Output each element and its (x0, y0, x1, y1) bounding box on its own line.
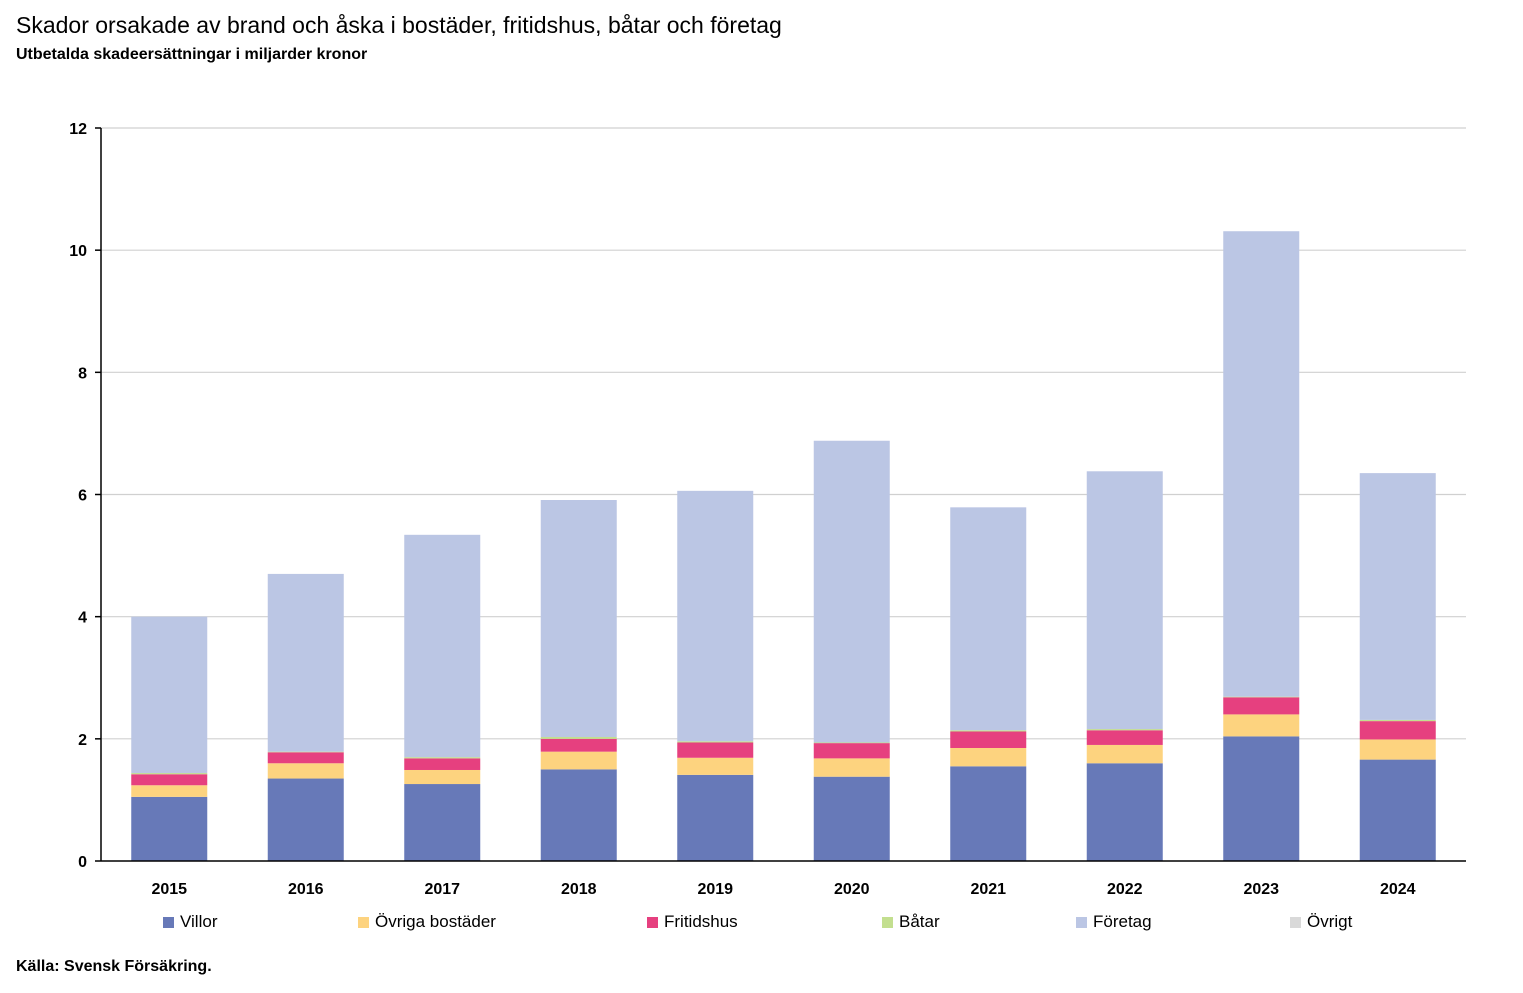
legend-label: Övriga bostäder (375, 912, 496, 931)
bar-segment (813, 440, 890, 743)
axes (95, 127, 1466, 862)
bar-segment (131, 785, 208, 797)
bar-segment (1223, 697, 1300, 715)
y-tick-label: 8 (78, 365, 87, 382)
bar-segment (950, 730, 1027, 732)
bar-segment (677, 741, 754, 743)
x-tick-label: 2022 (1107, 881, 1143, 898)
bar-segment (404, 784, 481, 861)
bars (131, 231, 1436, 861)
bar-segment (1086, 729, 1163, 731)
bar-segment (1359, 719, 1436, 722)
bar-segment (267, 752, 344, 764)
legend-swatch (647, 916, 658, 928)
bar-segment (950, 747, 1027, 767)
y-tick-label: 2 (78, 732, 87, 749)
x-tick-label: 2017 (424, 881, 460, 898)
bar-segment (131, 796, 208, 861)
legend-item: Övrigt (1290, 912, 1352, 932)
legend-swatch (882, 916, 893, 928)
bar-segment (404, 534, 481, 758)
bar-segment (131, 616, 208, 774)
source-note: Källa: Svensk Försäkring. (16, 958, 212, 975)
bar-segment (540, 737, 617, 739)
bar-segment (1359, 721, 1436, 740)
legend-label: Företag (1093, 912, 1152, 931)
y-tick-label: 10 (69, 243, 87, 260)
bar-segment (404, 758, 481, 770)
bar-segment (267, 778, 344, 861)
bar-segment (813, 758, 890, 777)
y-tick-label: 12 (69, 121, 87, 138)
legend-label: Villor (180, 912, 218, 931)
legend-item: Villor (163, 912, 217, 932)
bar-segment (677, 757, 754, 775)
bar-segment (1086, 730, 1163, 745)
legend-item: Företag (1076, 912, 1152, 932)
chart-title: Skador orsakade av brand och åska i bost… (16, 12, 782, 38)
bar-segment (813, 743, 890, 759)
y-tick-label: 4 (78, 610, 87, 627)
bar-segment (677, 742, 754, 758)
bar-segment (540, 751, 617, 770)
bar-segment (1223, 696, 1300, 698)
legend-swatch (163, 916, 174, 928)
bar-segment (267, 763, 344, 779)
y-tick-label: 0 (78, 854, 87, 871)
bar-segment (1086, 471, 1163, 730)
bar-segment (1086, 744, 1163, 764)
legend-item: Övriga bostäder (358, 912, 496, 932)
legend-label: Fritidshus (664, 912, 738, 931)
x-tick-label: 2015 (151, 881, 187, 898)
bar-segment (267, 751, 344, 753)
bar-segment (813, 776, 890, 861)
bar-segment (540, 738, 617, 752)
bar-segment (1223, 714, 1300, 737)
bar-segment (540, 769, 617, 861)
legend-swatch (1290, 916, 1301, 928)
bar-segment (1359, 739, 1436, 760)
bar-segment (1086, 763, 1163, 861)
bar-segment (677, 774, 754, 861)
x-tick-label: 2021 (970, 881, 1006, 898)
bar-segment (267, 573, 344, 752)
x-tick-label: 2019 (697, 881, 733, 898)
bar-segment (131, 773, 208, 775)
legend: Villor Övriga bostäder Fritidshus Båtar Före… (0, 912, 1523, 940)
legend-label: Övrigt (1307, 912, 1353, 931)
bar-segment (404, 769, 481, 785)
bar-segment (813, 742, 890, 744)
x-tick-label: 2016 (288, 881, 324, 898)
bar-segment (1223, 231, 1300, 697)
bar-segment (404, 757, 481, 759)
legend-label: Båtar (899, 912, 940, 931)
x-tick-label: 2023 (1243, 881, 1279, 898)
bar-segment (131, 774, 208, 786)
bar-segment (540, 499, 617, 738)
bar-segment (1223, 736, 1300, 861)
y-tick-label: 6 (78, 488, 87, 505)
x-tick-label: 2020 (834, 881, 870, 898)
bar-segment (950, 507, 1027, 731)
legend-item: Fritidshus (647, 912, 738, 932)
legend-swatch (1076, 916, 1087, 928)
tick-labels: 0 2 4 6 8 10 12 2015 2016 2017 2018 2019 2020 2021 202… (69, 121, 1415, 898)
x-tick-label: 2018 (561, 881, 597, 898)
bar-segment (950, 766, 1027, 861)
legend-swatch (358, 916, 369, 928)
chart-subtitle: Utbetalda skadeersättningar i miljarder … (16, 46, 368, 63)
legend-item: Båtar (882, 912, 940, 932)
bar-segment (677, 490, 754, 742)
x-tick-label: 2024 (1380, 881, 1416, 898)
bar-segment (1359, 473, 1436, 720)
bar-segment (1359, 759, 1436, 861)
bar-segment (950, 731, 1027, 748)
